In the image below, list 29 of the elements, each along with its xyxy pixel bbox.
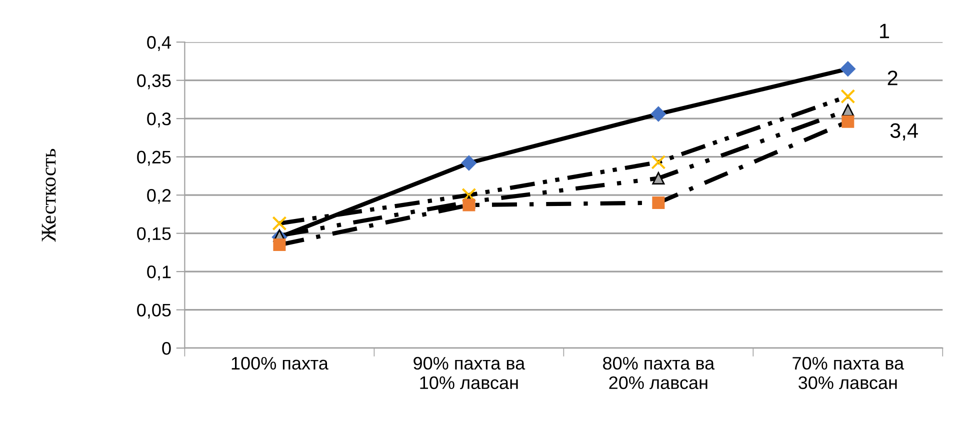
x-tick-label: 70% пахта ва 30% лавсан [792, 356, 904, 390]
point [462, 188, 476, 202]
point [462, 198, 476, 212]
y-tick-label: 0,35 [137, 74, 171, 90]
y-tick-label: 0,2 [147, 189, 171, 204]
series-label: 2 [888, 70, 898, 86]
point [840, 89, 856, 104]
point [273, 238, 286, 252]
point [272, 216, 287, 231]
y-axis-title: Жесткость [42, 148, 56, 242]
y-tick-label: 0,3 [147, 112, 171, 128]
x-tick-label: 80% пахта ва 20% лавсан [603, 356, 715, 390]
y-tick-label: 0,1 [147, 266, 171, 280]
y-tick-label: 0,05 [137, 304, 171, 319]
point [650, 106, 666, 122]
y-tick-label: 0 [162, 342, 171, 355]
point [652, 196, 665, 209]
point [840, 61, 856, 76]
point [842, 115, 854, 128]
y-tick-label: 0,25 [137, 150, 171, 166]
y-tick-label: 0,4 [147, 36, 171, 51]
series-label: 1 [880, 24, 890, 38]
y-tick-label: 0,15 [137, 227, 171, 242]
x-tick-label: 100% пахта [232, 356, 328, 370]
series-label: 3,4 [890, 123, 918, 140]
point [651, 154, 666, 170]
x-tick-label: 90% пахта ва 10% лавсан [414, 356, 526, 390]
point [652, 172, 665, 185]
point [461, 155, 476, 171]
